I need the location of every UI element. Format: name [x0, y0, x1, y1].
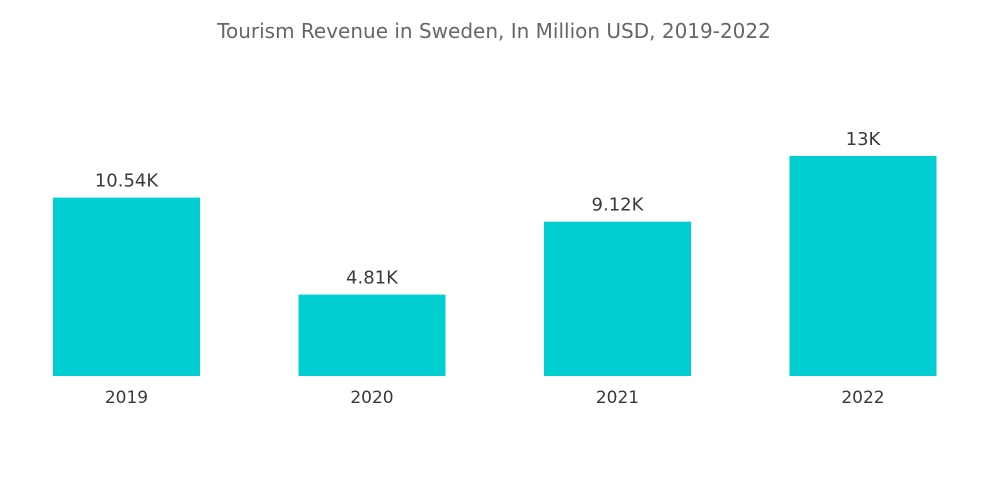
x-tick-label-2020: 2020 — [350, 388, 393, 408]
data-label-2019: 10.54K — [95, 171, 160, 192]
x-tick-label-2019: 2019 — [105, 388, 148, 408]
x-tick-label-2022: 2022 — [841, 388, 884, 408]
bar-2022 — [789, 156, 937, 376]
data-label-2021: 9.12K — [592, 195, 645, 216]
chart-title: Tourism Revenue in Sweden, In Million US… — [216, 19, 771, 43]
data-label-2022: 13K — [846, 129, 882, 150]
bar-2021 — [544, 221, 691, 376]
value-labels-group: 10.54K 4.81K 9.12K 13K — [95, 129, 882, 289]
bars-group — [53, 156, 937, 376]
data-label-2020: 4.81K — [346, 268, 399, 289]
bar-2020 — [298, 294, 446, 376]
bar-2019 — [53, 197, 200, 376]
x-tick-label-2021: 2021 — [596, 388, 639, 408]
x-axis-tick-labels: 2019 2020 2021 2022 — [105, 388, 885, 408]
